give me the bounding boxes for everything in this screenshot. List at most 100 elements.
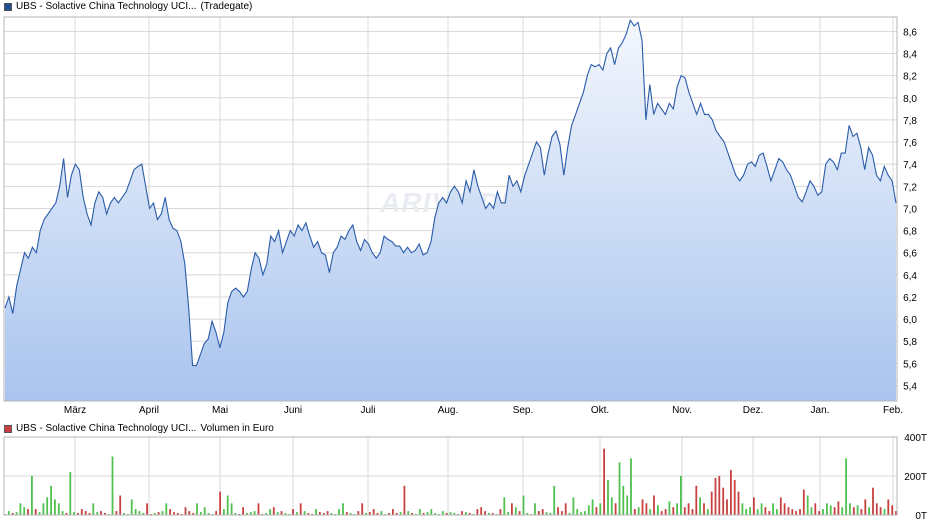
volume-bar bbox=[395, 513, 398, 515]
volume-bar bbox=[653, 495, 655, 515]
volume-bar bbox=[77, 513, 79, 515]
volume-bar bbox=[480, 507, 483, 515]
volume-bar bbox=[292, 509, 294, 515]
price-x-tick-label: Jan. bbox=[811, 405, 830, 416]
price-x-tick-label: Sep. bbox=[513, 405, 534, 416]
volume-bar bbox=[637, 507, 640, 515]
volume-bar bbox=[779, 497, 782, 515]
volume-bar bbox=[253, 511, 256, 515]
volume-bar bbox=[626, 495, 629, 515]
price-x-tick-label: Okt. bbox=[591, 405, 609, 416]
volume-bar bbox=[664, 509, 667, 515]
volume-bar bbox=[695, 485, 698, 516]
volume-bar bbox=[802, 489, 805, 515]
volume-bar bbox=[576, 509, 579, 515]
volume-bar bbox=[776, 509, 778, 515]
volume-bar bbox=[15, 512, 18, 515]
volume-bar bbox=[856, 505, 859, 516]
volume-bar bbox=[338, 509, 340, 515]
volume-bar bbox=[633, 509, 636, 515]
volume-bar bbox=[672, 507, 675, 515]
volume-bar bbox=[507, 512, 509, 515]
price-y-tick-label: 6,6 bbox=[903, 249, 917, 260]
volume-bar bbox=[822, 509, 824, 515]
volume-bar bbox=[826, 503, 828, 515]
volume-bar bbox=[760, 503, 763, 515]
price-x-tick-label: April bbox=[139, 405, 159, 416]
volume-bar bbox=[165, 503, 168, 515]
volume-bar bbox=[280, 511, 283, 515]
volume-legend: UBS - Solactive China Technology UCI... … bbox=[4, 423, 274, 435]
volume-bar bbox=[31, 476, 33, 515]
volume-bar bbox=[11, 513, 14, 515]
volume-bar bbox=[814, 503, 817, 515]
volume-bar bbox=[296, 512, 298, 515]
price-y-tick-label: 5,6 bbox=[903, 359, 917, 370]
volume-bar bbox=[584, 511, 586, 515]
volume-bar bbox=[883, 509, 886, 515]
price-y-tick-label: 6,0 bbox=[903, 315, 917, 326]
volume-bars bbox=[4, 448, 897, 516]
volume-bar bbox=[522, 495, 525, 515]
volume-bar bbox=[230, 503, 233, 515]
volume-bar bbox=[699, 497, 701, 515]
volume-bar bbox=[499, 509, 502, 515]
volume-bar bbox=[603, 448, 605, 515]
volume-bar bbox=[875, 503, 878, 515]
price-y-tick-label: 5,8 bbox=[903, 337, 917, 348]
volume-bar bbox=[791, 509, 794, 515]
volume-bar bbox=[69, 472, 72, 515]
volume-bar bbox=[860, 509, 863, 515]
volume-bar bbox=[891, 505, 894, 516]
volume-bar bbox=[541, 509, 544, 515]
volume-bar bbox=[879, 507, 882, 515]
price-y-tick-label: 6,4 bbox=[903, 271, 917, 282]
volume-bar bbox=[864, 499, 867, 515]
volume-bar bbox=[92, 503, 95, 515]
volume-bar bbox=[553, 485, 556, 516]
volume-bar bbox=[461, 511, 463, 515]
volume-bar bbox=[100, 511, 102, 515]
volume-bar bbox=[845, 458, 847, 515]
volume-bar bbox=[388, 513, 390, 515]
volume-bar bbox=[173, 512, 175, 515]
volume-bar bbox=[741, 503, 744, 515]
volume-plot-frame bbox=[3, 436, 898, 516]
price-y-tick-label: 7,2 bbox=[903, 182, 917, 193]
volume-bar bbox=[299, 503, 302, 515]
volume-bar bbox=[192, 513, 195, 515]
volume-bar bbox=[426, 512, 429, 515]
volume-legend-swatch bbox=[4, 425, 12, 433]
volume-bar bbox=[345, 512, 348, 515]
price-line bbox=[4, 19, 897, 367]
volume-bar bbox=[23, 507, 26, 515]
volume-bar bbox=[315, 509, 317, 515]
volume-bar bbox=[511, 503, 513, 515]
volume-bar bbox=[169, 509, 171, 515]
volume-bar bbox=[176, 513, 179, 515]
volume-bar bbox=[422, 513, 425, 515]
volume-bar bbox=[764, 507, 767, 515]
volume-bar bbox=[514, 507, 517, 515]
volume-bar bbox=[196, 503, 198, 515]
volume-bar bbox=[630, 458, 632, 515]
volume-bar bbox=[691, 509, 694, 515]
volume-bar bbox=[184, 507, 187, 515]
volume-bar bbox=[518, 511, 521, 515]
volume-bar bbox=[376, 513, 379, 515]
volume-bar bbox=[34, 509, 37, 515]
price-x-tick-label: Nov. bbox=[672, 405, 692, 416]
volume-bar bbox=[207, 513, 210, 515]
volume-bar bbox=[380, 511, 383, 515]
price-y-tick-label: 8,2 bbox=[903, 72, 917, 83]
volume-bar bbox=[365, 513, 367, 515]
price-y-tick-label: 6,2 bbox=[903, 293, 917, 304]
volume-bar bbox=[829, 505, 832, 516]
volume-legend-name: UBS - Solactive China Technology UCI... bbox=[16, 423, 197, 434]
volume-bar bbox=[130, 499, 133, 515]
volume-bar bbox=[303, 511, 306, 515]
volume-bar bbox=[146, 503, 148, 515]
volume-bar bbox=[57, 503, 60, 515]
price-y-tick-label: 8,6 bbox=[903, 27, 917, 38]
volume-bar bbox=[568, 513, 571, 515]
